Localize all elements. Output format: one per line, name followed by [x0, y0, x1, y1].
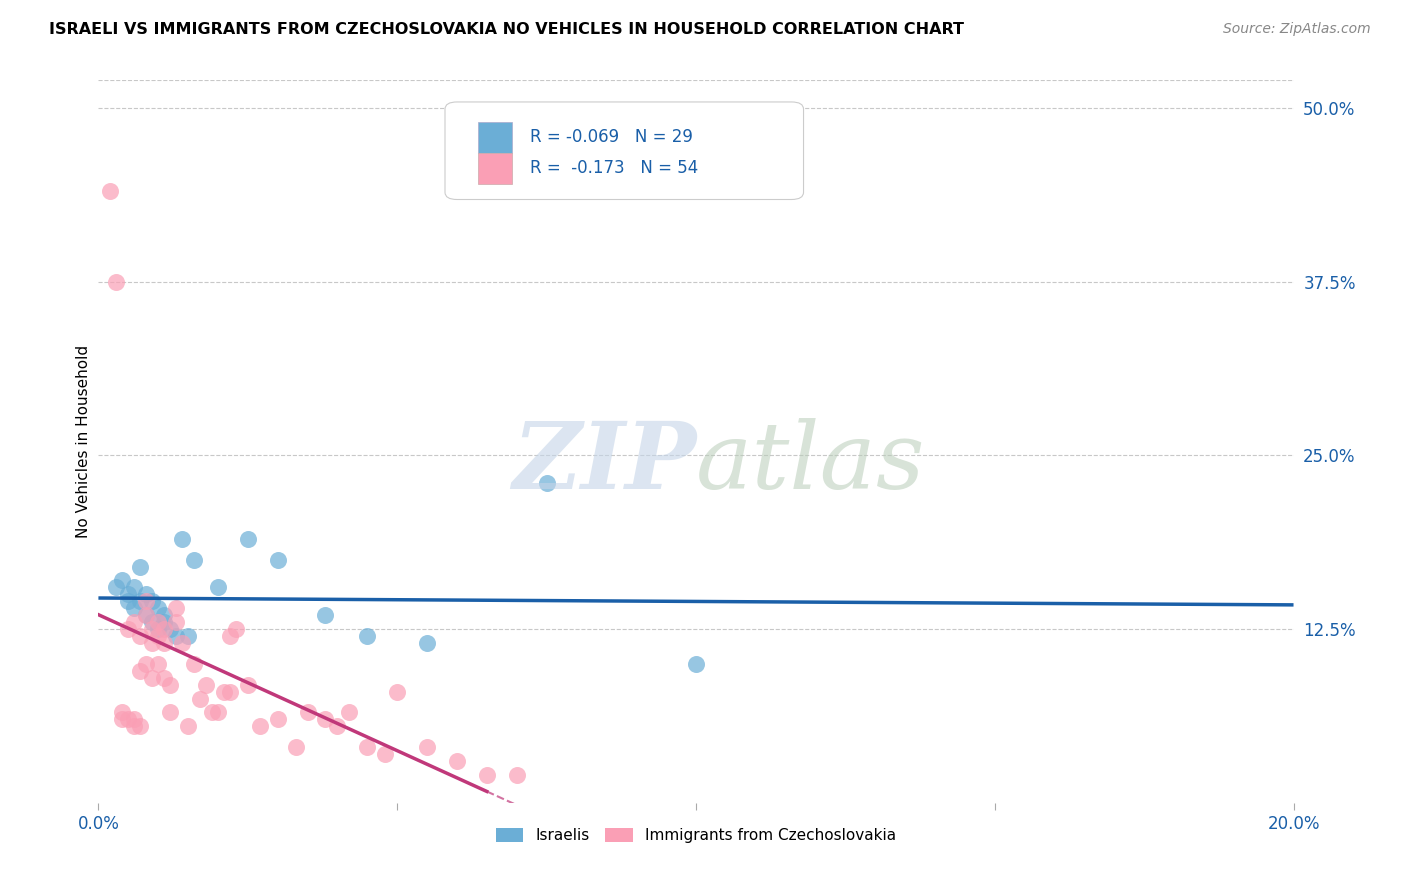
Point [416, 636, 439, 650]
Point [148, 601, 170, 615]
Point [475, 768, 498, 782]
Point [111, 706, 134, 720]
Point [148, 622, 170, 636]
Point [159, 706, 181, 720]
Point [105, 275, 128, 289]
Point [111, 713, 134, 727]
Point [124, 713, 146, 727]
Point [153, 671, 176, 685]
Point [117, 713, 139, 727]
Text: R = -0.069   N = 29: R = -0.069 N = 29 [530, 128, 693, 146]
Point [183, 552, 205, 566]
Point [105, 581, 128, 595]
Point [117, 594, 139, 608]
Point [129, 664, 152, 678]
Point [124, 615, 146, 630]
Point [177, 629, 200, 643]
Text: ISRAELI VS IMMIGRANTS FROM CZECHOSLOVAKIA NO VEHICLES IN HOUSEHOLD CORRELATION C: ISRAELI VS IMMIGRANTS FROM CZECHOSLOVAKI… [49, 22, 965, 37]
Point [207, 706, 229, 720]
Point [249, 719, 271, 733]
Point [685, 657, 707, 671]
Legend: Israelis, Immigrants from Czechoslovakia: Israelis, Immigrants from Czechoslovakia [489, 822, 903, 849]
Point [188, 691, 211, 706]
Point [339, 706, 361, 720]
Point [374, 747, 396, 761]
Text: R =  -0.173   N = 54: R = -0.173 N = 54 [530, 160, 699, 178]
Point [225, 622, 247, 636]
Point [172, 636, 194, 650]
FancyBboxPatch shape [446, 102, 804, 200]
Point [111, 574, 134, 588]
Point [124, 581, 146, 595]
Point [129, 594, 152, 608]
Point [416, 740, 439, 755]
Point [117, 587, 139, 601]
Point [141, 594, 163, 608]
Point [165, 601, 187, 615]
Point [159, 678, 181, 692]
Y-axis label: No Vehicles in Household: No Vehicles in Household [76, 345, 91, 538]
Point [212, 684, 235, 698]
Point [356, 629, 378, 643]
Point [148, 629, 170, 643]
Point [148, 657, 170, 671]
Point [159, 622, 181, 636]
Point [141, 622, 163, 636]
Point [219, 629, 242, 643]
Point [135, 657, 157, 671]
Point [177, 719, 200, 733]
Point [446, 754, 468, 768]
Point [536, 476, 558, 491]
Point [315, 713, 337, 727]
Point [165, 629, 187, 643]
Point [172, 532, 194, 546]
Point [98, 185, 122, 199]
Bar [478, 122, 512, 153]
Point [135, 608, 157, 623]
Point [506, 768, 529, 782]
Point [124, 601, 146, 615]
Point [129, 629, 152, 643]
Point [236, 532, 259, 546]
Text: atlas: atlas [696, 418, 925, 508]
Point [267, 552, 290, 566]
Point [385, 684, 409, 698]
Point [326, 719, 349, 733]
Point [141, 636, 163, 650]
Point [219, 684, 242, 698]
Point [135, 608, 157, 623]
Point [117, 622, 139, 636]
Point [135, 594, 157, 608]
Point [124, 719, 146, 733]
Point [148, 615, 170, 630]
Point [183, 657, 205, 671]
Point [297, 706, 319, 720]
Point [153, 608, 176, 623]
Point [135, 587, 157, 601]
Point [129, 719, 152, 733]
Bar [478, 153, 512, 184]
Point [236, 678, 259, 692]
Point [201, 706, 224, 720]
Text: Source: ZipAtlas.com: Source: ZipAtlas.com [1223, 22, 1371, 37]
Point [195, 678, 218, 692]
Point [141, 671, 163, 685]
Text: ZIP: ZIP [512, 418, 696, 508]
Point [141, 615, 163, 630]
Point [207, 581, 229, 595]
Point [315, 608, 337, 623]
Point [129, 559, 152, 574]
Point [356, 740, 378, 755]
Point [267, 713, 290, 727]
Point [284, 740, 307, 755]
Point [153, 622, 176, 636]
Point [153, 636, 176, 650]
Point [165, 615, 187, 630]
Point [153, 615, 176, 630]
